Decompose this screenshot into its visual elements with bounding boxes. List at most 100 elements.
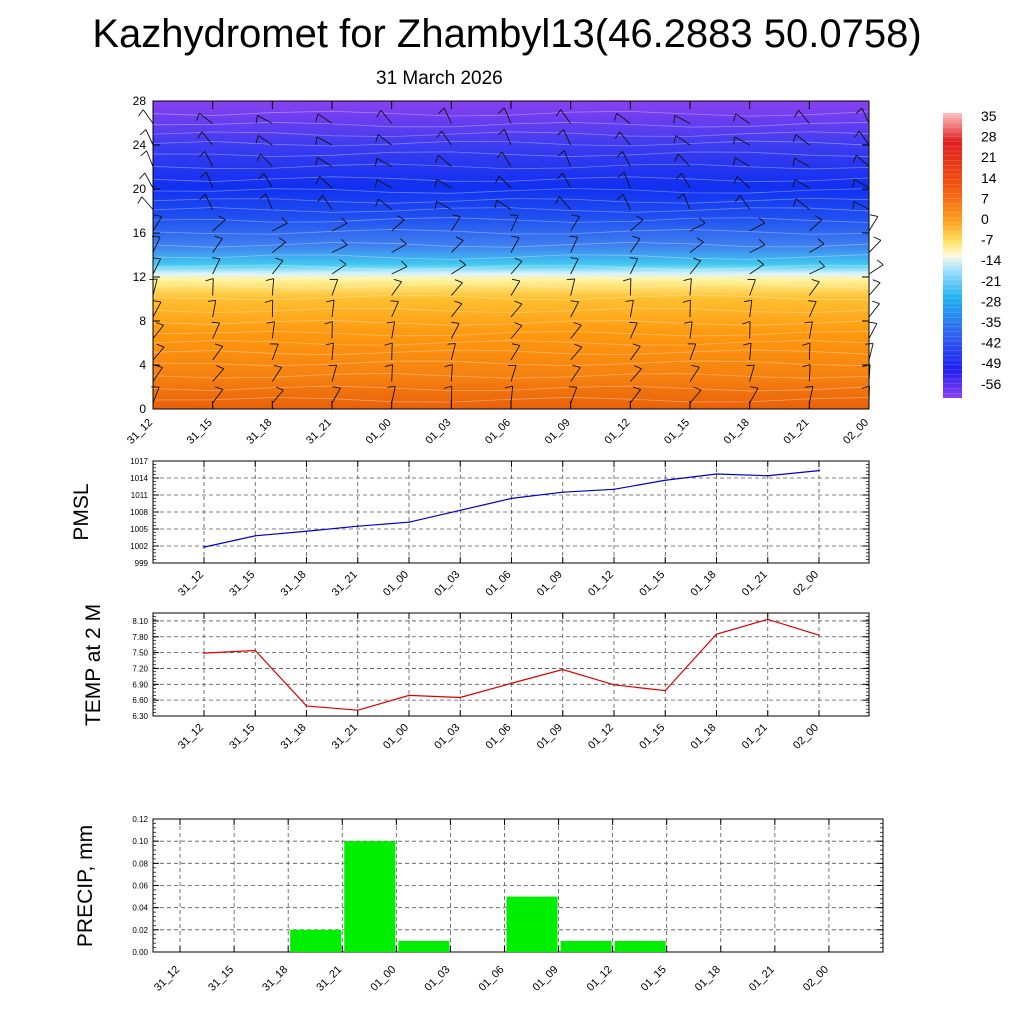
- wind-barb-flag: [154, 364, 163, 368]
- wind-barb: [570, 278, 576, 296]
- y-tick-label: 1014: [130, 474, 148, 483]
- wind-barb-flag: [266, 321, 275, 324]
- wind-barb: [450, 216, 461, 232]
- wind-barb: [380, 110, 393, 124]
- wind-barb-flag: [139, 172, 146, 180]
- wind-barb: [331, 300, 335, 318]
- wind-barb: [510, 237, 520, 253]
- x-tick-label: 01_15: [637, 569, 667, 599]
- wind-barb: [868, 323, 878, 339]
- data-point: [510, 497, 513, 500]
- wind-barb-flag: [511, 278, 520, 282]
- wind-barb: [441, 130, 452, 146]
- wind-barb-flag: [814, 215, 823, 221]
- wind-barb: [739, 195, 751, 210]
- wind-barb: [260, 153, 273, 167]
- wind-barb-flag: [504, 385, 513, 389]
- wind-barb-flag: [152, 257, 161, 260]
- wind-barb-flag: [733, 176, 738, 185]
- x-tick-label: 02_00: [841, 417, 871, 447]
- wind-barb: [146, 150, 154, 167]
- x-tick-label: 31_21: [314, 964, 344, 994]
- wind-barb-flag: [434, 179, 438, 188]
- wind-barb-flag: [574, 343, 583, 348]
- wind-barb: [570, 346, 583, 361]
- x-tick-label: 01_06: [483, 417, 513, 447]
- x-tick-label: 31_15: [227, 569, 257, 599]
- wind-barb: [272, 222, 288, 232]
- wind-barb: [689, 366, 700, 382]
- wind-barb-flag: [733, 113, 737, 122]
- data-point: [459, 509, 462, 512]
- contour-line: [152, 207, 870, 213]
- x-tick-label: 01_12: [585, 964, 615, 994]
- y-tick-label: 7.80: [132, 633, 148, 642]
- wind-barb: [450, 364, 453, 382]
- contour-line: [152, 241, 870, 248]
- precip-bar: [506, 896, 558, 952]
- wind-barb-flag: [808, 300, 817, 302]
- wind-barb-flag: [258, 172, 265, 180]
- x-tick-label: 31_18: [279, 722, 309, 752]
- wind-barb-flag: [255, 135, 259, 144]
- data-point: [408, 694, 410, 697]
- wind-barb: [570, 324, 582, 339]
- wind-barb-flag: [444, 385, 452, 389]
- wind-barb-flag: [616, 151, 623, 158]
- x-tick-label: 31_15: [185, 417, 215, 447]
- wind-barb: [331, 279, 339, 296]
- x-tick-label: 01_06: [484, 569, 514, 599]
- colorbar-label: -7: [981, 232, 994, 248]
- x-tick-label: 31_15: [227, 722, 257, 752]
- wind-barb: [331, 244, 348, 253]
- data-point: [561, 668, 564, 671]
- y-tick-label: 1008: [130, 508, 148, 517]
- wind-barb-flag: [677, 193, 684, 200]
- wind-barb: [570, 301, 579, 318]
- y-tick-label: 4: [139, 358, 146, 372]
- wind-barb: [510, 260, 523, 275]
- data-point: [305, 530, 308, 533]
- wind-barb-flag: [401, 260, 408, 267]
- wind-barb-flag: [196, 113, 200, 121]
- wind-barb: [795, 198, 810, 210]
- wind-barb-flag: [315, 113, 319, 122]
- x-tick-label: 01_09: [535, 569, 565, 599]
- wind-barb-flag: [137, 196, 143, 204]
- wind-barb: [271, 278, 275, 296]
- x-tick-label: 01_06: [476, 964, 506, 994]
- data-point: [408, 521, 410, 523]
- wind-barb: [212, 238, 223, 253]
- wind-barb: [271, 343, 279, 361]
- x-tick-label: 01_18: [689, 722, 719, 752]
- wind-barb-flag: [511, 343, 520, 346]
- x-tick-label: 01_18: [722, 417, 752, 447]
- colorbar-label: -21: [981, 273, 1001, 289]
- data-point: [356, 709, 359, 711]
- wind-barb-flag: [205, 278, 214, 282]
- temp-panel: 6.30 6.60 6.90 7.20 7.50 7.80 8.10 31_12 31_15 31…: [82, 604, 870, 752]
- y-tick-label: 1011: [131, 491, 149, 500]
- data-point: [664, 689, 667, 692]
- wind-barb: [141, 196, 154, 210]
- wind-barb: [257, 115, 273, 124]
- wind-barb: [319, 176, 333, 189]
- wind-barb-flag: [802, 364, 811, 368]
- wind-barb-flag: [218, 215, 226, 221]
- wind-barb: [510, 386, 514, 404]
- wind-barb: [152, 236, 161, 253]
- wind-barb: [794, 179, 810, 189]
- wind-barb-flag: [852, 155, 857, 163]
- wind-barb: [616, 112, 631, 124]
- wind-barb: [868, 282, 881, 296]
- wind-barb-flag: [691, 364, 700, 368]
- wind-barb-flag: [792, 158, 795, 167]
- wind-barb: [736, 176, 750, 189]
- wind-barb-flag: [570, 300, 579, 303]
- colorbar-fill: [943, 113, 962, 398]
- wind-barb-flag: [375, 134, 379, 143]
- wind-barb: [868, 343, 874, 361]
- y-tick-label: 0.00: [132, 948, 148, 957]
- colorbar-label: -42: [981, 335, 1001, 351]
- wind-barb: [868, 240, 882, 253]
